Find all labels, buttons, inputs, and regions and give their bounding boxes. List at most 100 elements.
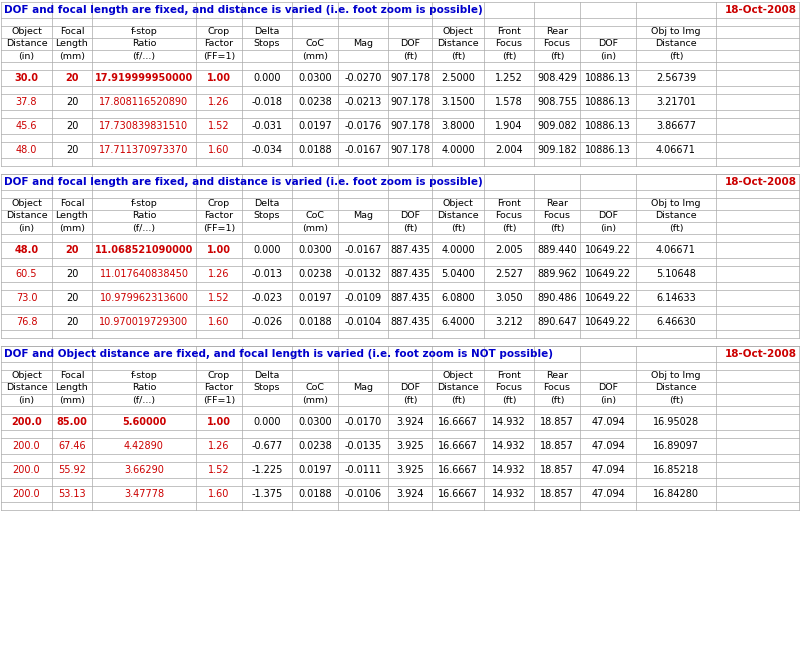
Text: Mag: Mag [353, 40, 373, 48]
Text: 20: 20 [66, 245, 78, 255]
Text: 887.435: 887.435 [390, 317, 430, 327]
Text: 907.178: 907.178 [390, 121, 430, 131]
Text: 16.85218: 16.85218 [653, 465, 699, 475]
Text: 37.8: 37.8 [16, 97, 38, 107]
Text: Obj to Img: Obj to Img [651, 199, 701, 209]
Text: Object: Object [11, 372, 42, 381]
Text: (ft): (ft) [502, 51, 516, 61]
Text: Obj to Img: Obj to Img [651, 28, 701, 36]
Text: DOF: DOF [400, 40, 420, 48]
Text: 10649.22: 10649.22 [585, 269, 631, 279]
Text: Focus: Focus [543, 383, 570, 393]
Text: (in): (in) [18, 224, 34, 232]
Text: -0.026: -0.026 [251, 317, 282, 327]
Text: -0.031: -0.031 [251, 121, 282, 131]
Text: 889.962: 889.962 [537, 269, 577, 279]
Text: 3.925: 3.925 [396, 441, 424, 451]
Text: 2.005: 2.005 [495, 245, 523, 255]
Text: 14.932: 14.932 [492, 465, 526, 475]
Text: Length: Length [56, 40, 88, 48]
Text: 48.0: 48.0 [14, 245, 38, 255]
Text: -0.034: -0.034 [251, 145, 282, 155]
Text: Focus: Focus [543, 40, 570, 48]
Text: 20: 20 [66, 121, 78, 131]
Text: Factor: Factor [205, 211, 234, 220]
Text: 0.0238: 0.0238 [298, 97, 332, 107]
Text: Front: Front [497, 28, 521, 36]
Text: 0.0188: 0.0188 [298, 489, 332, 499]
Text: 1.26: 1.26 [208, 269, 230, 279]
Text: (ft): (ft) [450, 224, 466, 232]
Text: 4.06671: 4.06671 [656, 145, 696, 155]
Text: 10649.22: 10649.22 [585, 317, 631, 327]
Text: (ft): (ft) [402, 224, 418, 232]
Text: 3.21701: 3.21701 [656, 97, 696, 107]
Text: -0.013: -0.013 [251, 269, 282, 279]
Text: 85.00: 85.00 [57, 417, 87, 427]
Text: 14.932: 14.932 [492, 441, 526, 451]
Text: 16.6667: 16.6667 [438, 417, 478, 427]
Text: Rear: Rear [546, 199, 568, 209]
Text: 18-Oct-2008: 18-Oct-2008 [725, 349, 797, 359]
Text: Length: Length [56, 383, 88, 393]
Text: Distance: Distance [437, 211, 479, 220]
Text: Distance: Distance [655, 40, 697, 48]
Text: -0.0167: -0.0167 [344, 245, 382, 255]
Text: 890.647: 890.647 [537, 317, 577, 327]
Text: -0.0176: -0.0176 [344, 121, 382, 131]
Text: CoC: CoC [306, 40, 325, 48]
Text: DOF and focal length are fixed, and distance is varied (i.e. foot zoom is possib: DOF and focal length are fixed, and dist… [4, 177, 482, 187]
Text: 17.730839831510: 17.730839831510 [99, 121, 189, 131]
Text: 10886.13: 10886.13 [585, 73, 631, 83]
Text: 18-Oct-2008: 18-Oct-2008 [725, 177, 797, 187]
Text: Crop: Crop [208, 28, 230, 36]
Text: 1.00: 1.00 [207, 417, 231, 427]
Text: Distance: Distance [437, 383, 479, 393]
Text: 11.017640838450: 11.017640838450 [99, 269, 189, 279]
Text: -0.0104: -0.0104 [345, 317, 382, 327]
Text: Obj to Img: Obj to Img [651, 372, 701, 381]
Text: DOF: DOF [598, 211, 618, 220]
Text: Rear: Rear [546, 372, 568, 381]
Text: 887.435: 887.435 [390, 293, 430, 303]
Text: 14.932: 14.932 [492, 489, 526, 499]
Text: 10.979962313600: 10.979962313600 [99, 293, 189, 303]
Text: 10649.22: 10649.22 [585, 245, 631, 255]
Text: 890.486: 890.486 [537, 293, 577, 303]
Text: 3.86677: 3.86677 [656, 121, 696, 131]
Text: (in): (in) [18, 51, 34, 61]
Text: (ft): (ft) [402, 51, 418, 61]
Text: Object: Object [442, 28, 474, 36]
Text: 18.857: 18.857 [540, 417, 574, 427]
Text: Object: Object [11, 28, 42, 36]
Text: 16.6667: 16.6667 [438, 489, 478, 499]
Text: 6.46630: 6.46630 [656, 317, 696, 327]
Text: (mm): (mm) [59, 395, 85, 405]
Text: Ratio: Ratio [132, 40, 156, 48]
Text: -0.023: -0.023 [251, 293, 282, 303]
Text: 14.932: 14.932 [492, 417, 526, 427]
Text: -0.018: -0.018 [251, 97, 282, 107]
Text: 4.0000: 4.0000 [441, 245, 475, 255]
Text: 10886.13: 10886.13 [585, 121, 631, 131]
Text: 10886.13: 10886.13 [585, 145, 631, 155]
Text: (ft): (ft) [550, 224, 564, 232]
Text: Delta: Delta [254, 199, 280, 209]
Text: Distance: Distance [437, 40, 479, 48]
Text: Focus: Focus [543, 211, 570, 220]
Text: (mm): (mm) [59, 51, 85, 61]
Text: (ft): (ft) [550, 395, 564, 405]
Text: (ft): (ft) [669, 224, 683, 232]
Text: -0.0106: -0.0106 [345, 489, 382, 499]
Text: Rear: Rear [546, 28, 568, 36]
Text: -1.375: -1.375 [251, 489, 282, 499]
Text: 18.857: 18.857 [540, 441, 574, 451]
Text: DOF: DOF [400, 211, 420, 220]
Text: -0.0167: -0.0167 [344, 145, 382, 155]
Text: f-stop: f-stop [130, 199, 158, 209]
Text: (ft): (ft) [402, 395, 418, 405]
Text: -0.0170: -0.0170 [344, 417, 382, 427]
Text: Focus: Focus [495, 383, 522, 393]
Text: 0.0238: 0.0238 [298, 441, 332, 451]
Text: Ratio: Ratio [132, 383, 156, 393]
